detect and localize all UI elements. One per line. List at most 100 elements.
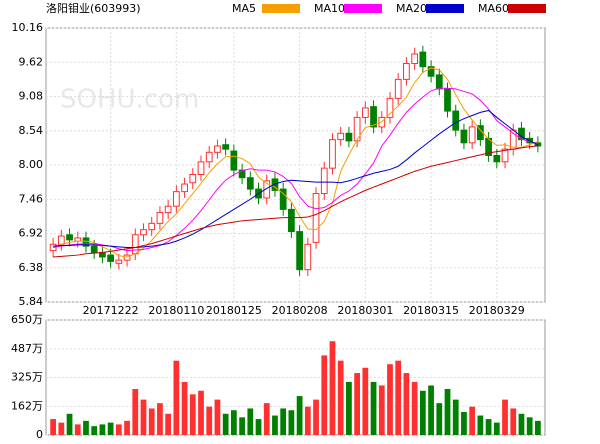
candle-body: [263, 180, 271, 199]
volume-bar: [189, 394, 196, 435]
volume-bar: [263, 403, 270, 435]
volume-bar: [222, 413, 229, 435]
x-tick-label: 20171222: [83, 304, 139, 317]
volume-tick-label: 325万: [11, 371, 43, 384]
volume-bar: [230, 410, 237, 435]
volume-bar: [502, 399, 508, 435]
volume-bar: [370, 381, 377, 435]
candle-body: [353, 116, 361, 142]
candle-body: [394, 78, 402, 99]
ma-line: [53, 145, 538, 258]
volume-bar: [255, 419, 262, 435]
y-tick-label: 9.08: [19, 90, 44, 103]
legend-label: MA10: [314, 2, 345, 15]
candle-body: [238, 169, 246, 179]
candle-body: [123, 254, 131, 261]
volume-bar: [362, 367, 369, 435]
candle-body: [296, 231, 303, 271]
volume-bar: [518, 413, 525, 435]
y-tick-label: 5.84: [19, 295, 44, 308]
candle-body: [493, 154, 501, 163]
candle-body: [131, 234, 139, 255]
candle-body: [320, 167, 328, 195]
volume-bar: [74, 424, 81, 435]
volume-bar: [50, 419, 56, 435]
candle-body: [271, 178, 279, 191]
watermark: SOHU.com: [60, 85, 199, 115]
volume-bar: [477, 415, 484, 435]
legend-swatch: [426, 4, 464, 13]
legend-swatch: [508, 4, 546, 13]
volume-bar: [526, 417, 533, 435]
volume-bar: [444, 389, 451, 435]
volume-bar: [313, 399, 319, 435]
candle-body: [361, 107, 369, 118]
candle-body: [107, 254, 115, 262]
volume-bar: [419, 390, 426, 435]
volume-bar: [329, 341, 336, 435]
volume-bar: [378, 385, 385, 435]
legend-label: MA60: [478, 2, 509, 15]
volume-bar: [403, 373, 410, 435]
x-tick-label: 20180315: [403, 304, 459, 317]
volume-bar: [214, 399, 221, 435]
volume-bar: [148, 408, 155, 435]
candle-body: [304, 243, 312, 271]
candle-body: [230, 150, 238, 171]
volume-bar: [535, 420, 541, 435]
volume-bar: [469, 406, 476, 435]
y-tick-label: 10.16: [12, 21, 44, 34]
volume-bar: [181, 381, 188, 435]
volume-bar: [354, 373, 361, 435]
volume-bar: [107, 422, 114, 435]
y-tick-label: 9.62: [19, 55, 44, 68]
volume-bar: [452, 399, 459, 435]
volume-bar: [280, 408, 287, 435]
volume-bar: [304, 406, 311, 435]
volume-bar: [395, 360, 402, 435]
volume-bar: [461, 412, 467, 435]
candle-body: [156, 212, 164, 224]
volume-bar: [115, 424, 122, 435]
x-tick-label: 20180110: [148, 304, 204, 317]
volume-bar: [288, 410, 295, 435]
legend-label: MA5: [232, 2, 256, 15]
candle-body: [222, 144, 230, 150]
legend-swatch: [344, 4, 382, 13]
volume-bar: [124, 420, 130, 435]
volume-bar: [132, 389, 139, 435]
candle-body: [214, 145, 221, 153]
y-tick-label: 7.46: [19, 192, 44, 205]
volume-bar: [140, 399, 147, 435]
volume-bar: [198, 390, 204, 435]
x-tick-label: 20180329: [469, 304, 525, 317]
y-tick-label: 6.38: [19, 261, 44, 274]
candle-body: [452, 110, 460, 131]
candle-body: [246, 177, 254, 190]
candle-body: [411, 53, 419, 65]
x-tick-label: 20180208: [272, 304, 328, 317]
candle-body: [115, 259, 123, 264]
volume-bar: [296, 396, 303, 435]
volume-bar: [428, 385, 434, 435]
volume-bar: [272, 415, 278, 435]
volume-bar: [321, 355, 328, 435]
candle-body: [279, 188, 287, 210]
chart-title: 洛阳钼业(603993): [46, 1, 141, 15]
volume-bar: [493, 422, 500, 435]
y-tick-label: 8.00: [19, 158, 44, 171]
candle-body: [444, 88, 451, 112]
volume-bar: [346, 381, 352, 435]
volume-bar: [83, 420, 89, 435]
candle-body: [189, 174, 197, 184]
y-tick-label: 6.92: [19, 227, 44, 240]
volume-tick-label: 0: [36, 428, 43, 440]
volume-tick-label: 487万: [11, 342, 43, 355]
candle-body: [468, 126, 476, 144]
candle-body: [164, 205, 172, 214]
candle-body: [66, 234, 73, 241]
ma-line: [53, 87, 539, 252]
volume-bar: [66, 413, 73, 435]
candle-body: [57, 235, 65, 245]
candle-body: [501, 148, 509, 163]
